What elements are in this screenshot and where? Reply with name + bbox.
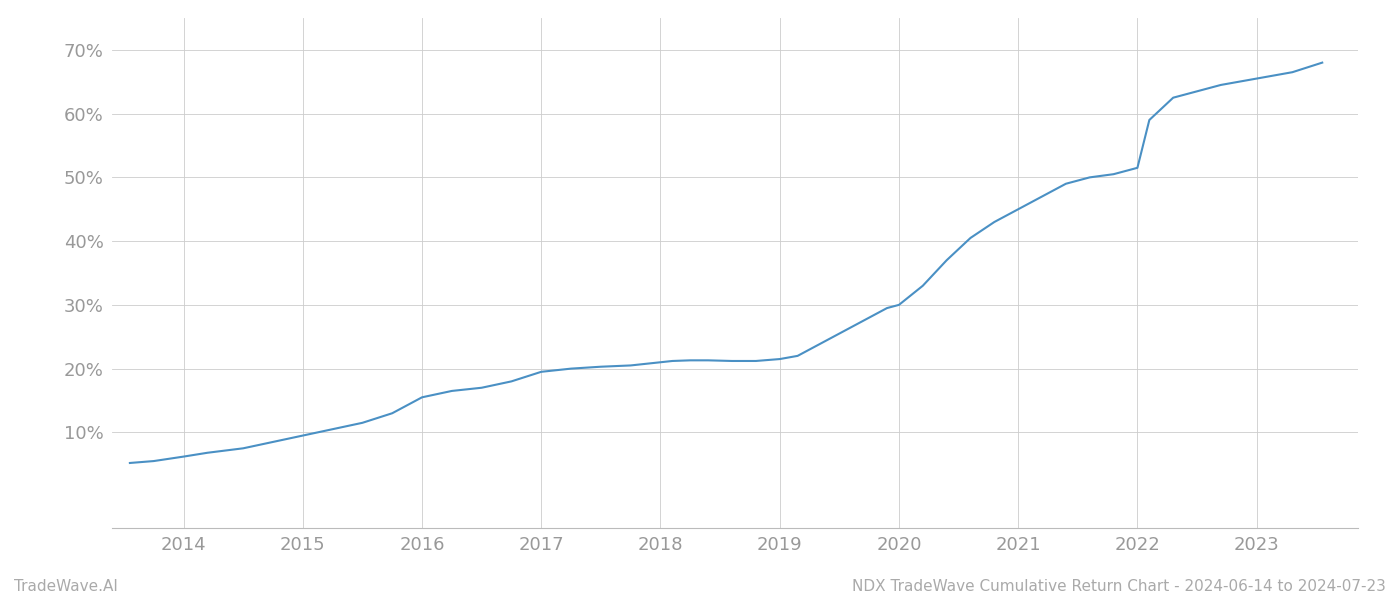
Text: NDX TradeWave Cumulative Return Chart - 2024-06-14 to 2024-07-23: NDX TradeWave Cumulative Return Chart - … <box>853 579 1386 594</box>
Text: TradeWave.AI: TradeWave.AI <box>14 579 118 594</box>
